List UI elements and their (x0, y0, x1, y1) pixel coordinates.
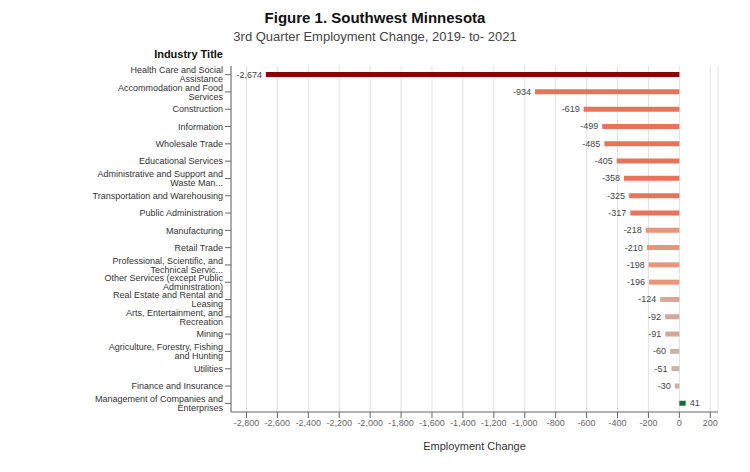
svg-text:-2,400: -2,400 (296, 418, 322, 428)
html-text:3rd Quarter Employment Change,: 3rd Quarter Employment Change, 2019- to-… (233, 29, 517, 44)
svg-text:-218: -218 (624, 225, 642, 235)
svg-text:-200: -200 (639, 418, 657, 428)
svg-text:-2,800: -2,800 (234, 418, 260, 428)
svg-text:-92: -92 (648, 312, 661, 322)
svg-text:0: 0 (677, 418, 682, 428)
svg-text:200: 200 (703, 418, 718, 428)
svg-text:-2,600: -2,600 (265, 418, 291, 428)
svg-text:Manufacturing: Manufacturing (166, 226, 223, 236)
svg-text:-1,600: -1,600 (419, 418, 445, 428)
svg-text:-499: -499 (580, 121, 598, 131)
svg-text:Construction: Construction (172, 104, 223, 114)
svg-text:-1,000: -1,000 (512, 418, 538, 428)
svg-text:-124: -124 (638, 294, 656, 304)
svg-text:-2,200: -2,200 (326, 418, 352, 428)
svg-text:Mining: Mining (196, 329, 223, 339)
svg-text:-60: -60 (653, 346, 666, 356)
svg-text:Management of Companies andEnt: Management of Companies andEnterprises (95, 394, 224, 413)
svg-text:-358: -358 (602, 173, 620, 183)
svg-text:Accommodation and FoodServices: Accommodation and FoodServices (118, 83, 224, 102)
svg-text:Other Services (except PublicA: Other Services (except PublicAdministrat… (104, 273, 223, 292)
svg-text:-1,400: -1,400 (450, 418, 476, 428)
svg-text:Health Care and SocialAssistan: Health Care and SocialAssistance (130, 65, 223, 84)
svg-text:-2,000: -2,000 (357, 418, 383, 428)
svg-text:Professional, Scientific, andT: Professional, Scientific, andTechnical S… (112, 256, 223, 275)
svg-text:Transportation and Warehousing: Transportation and Warehousing (93, 191, 223, 201)
svg-text:-400: -400 (609, 418, 627, 428)
svg-text:-800: -800 (547, 418, 565, 428)
svg-text:-619: -619 (562, 104, 580, 114)
svg-text:-210: -210 (625, 243, 643, 253)
svg-text:Agriculture, Forestry, Fishing: Agriculture, Forestry, Fishingand Huntin… (109, 342, 223, 361)
svg-text:Information: Information (178, 122, 223, 132)
svg-text:-1,200: -1,200 (481, 418, 507, 428)
svg-text:Arts, Entertainment, andRecrea: Arts, Entertainment, andRecreation (126, 308, 223, 327)
svg-text:-91: -91 (648, 329, 661, 339)
svg-text:-30: -30 (658, 381, 671, 391)
svg-text:Wholesale Trade: Wholesale Trade (155, 139, 223, 149)
svg-text:-1,800: -1,800 (388, 418, 414, 428)
svg-text:-405: -405 (595, 156, 613, 166)
svg-text:Finance and Insurance: Finance and Insurance (131, 381, 223, 391)
svg-text:-198: -198 (627, 260, 645, 270)
svg-text:-317: -317 (608, 208, 626, 218)
svg-text:Utilities: Utilities (194, 364, 224, 374)
svg-text:-51: -51 (654, 364, 667, 374)
html-text:Figure 1. Southwest Minnesota: Figure 1. Southwest Minnesota (264, 9, 486, 26)
svg-text:-325: -325 (607, 191, 625, 201)
svg-text:-485: -485 (582, 139, 600, 149)
svg-text:Real Estate and Rental andLeas: Real Estate and Rental andLeasing (113, 290, 223, 309)
svg-text:Educational Services: Educational Services (139, 156, 224, 166)
svg-text:-600: -600 (578, 418, 596, 428)
svg-text:-934: -934 (513, 87, 531, 97)
svg-text:41: 41 (690, 398, 700, 408)
svg-text:Retail Trade: Retail Trade (174, 243, 223, 253)
svg-text:-196: -196 (627, 277, 645, 287)
html-text:Industry Title: Industry Title (154, 48, 223, 60)
svg-text:Administrative and Support and: Administrative and Support andWaste Man.… (97, 169, 223, 188)
svg-text:-2,674: -2,674 (236, 70, 262, 80)
svg-text:Public Administration: Public Administration (139, 208, 223, 218)
svg-text:Employment Change: Employment Change (423, 440, 526, 452)
